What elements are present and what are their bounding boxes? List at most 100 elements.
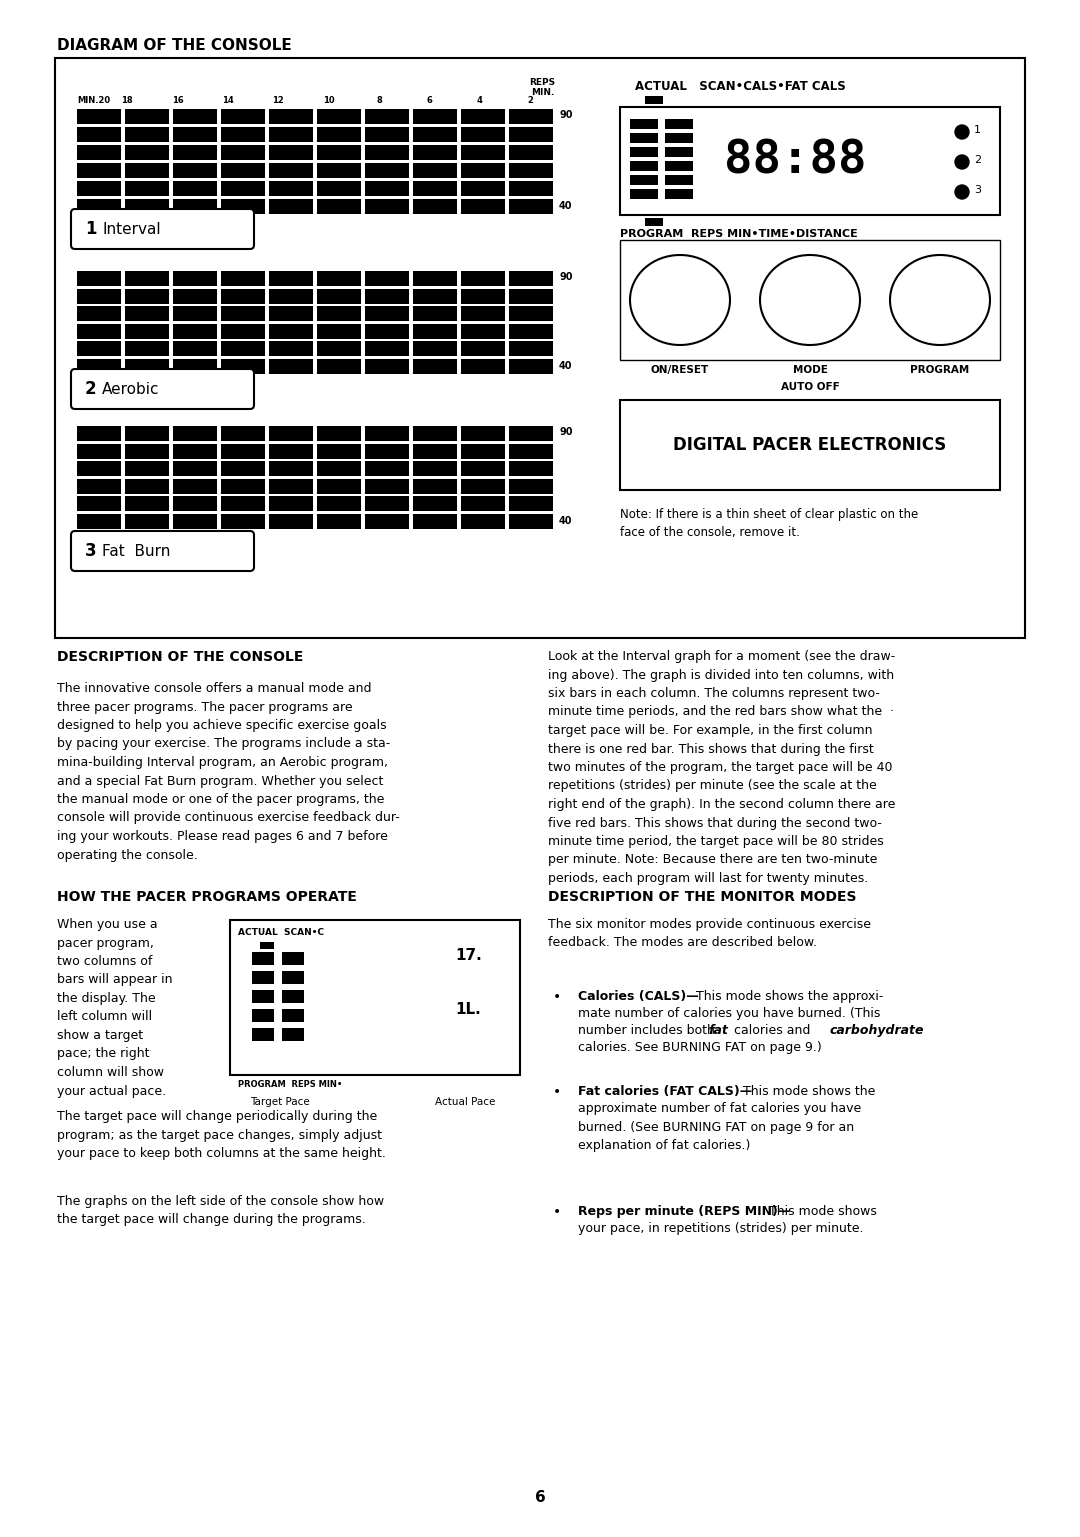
Bar — [269, 461, 312, 476]
Bar — [461, 144, 504, 160]
Bar — [269, 426, 312, 441]
Bar — [414, 426, 457, 441]
Bar — [365, 128, 408, 143]
Bar — [365, 163, 408, 178]
Bar — [252, 990, 274, 1004]
Bar — [461, 272, 504, 286]
Bar — [125, 324, 168, 338]
Text: 1L.: 1L. — [455, 1002, 481, 1017]
Bar — [414, 198, 457, 214]
Bar — [414, 181, 457, 195]
Bar — [510, 444, 553, 458]
Bar — [174, 358, 217, 373]
Bar — [252, 1028, 274, 1041]
Text: Look at the Interval graph for a moment (see the draw-
ing above). The graph is : Look at the Interval graph for a moment … — [548, 650, 895, 885]
Bar — [78, 306, 121, 321]
Bar — [221, 341, 265, 357]
Text: •: • — [553, 990, 562, 1004]
Bar — [414, 358, 457, 373]
Bar — [78, 128, 121, 143]
Bar — [78, 426, 121, 441]
Bar — [510, 144, 553, 160]
Text: 10: 10 — [323, 95, 335, 105]
Bar — [282, 971, 303, 984]
Bar — [510, 128, 553, 143]
Text: 40: 40 — [559, 201, 572, 211]
Bar — [620, 108, 1000, 215]
Text: REPS: REPS — [529, 78, 555, 88]
Bar — [174, 198, 217, 214]
Bar — [645, 218, 663, 226]
Text: 1: 1 — [974, 124, 981, 135]
Bar — [125, 480, 168, 493]
Circle shape — [955, 184, 969, 198]
Bar — [269, 144, 312, 160]
Bar — [365, 461, 408, 476]
Bar — [125, 144, 168, 160]
Bar — [282, 1008, 303, 1022]
Bar — [174, 272, 217, 286]
Circle shape — [955, 155, 969, 169]
Bar — [318, 109, 361, 124]
Bar — [78, 109, 121, 124]
Bar — [174, 144, 217, 160]
Bar — [414, 163, 457, 178]
Text: approximate number of fat calories you have
burned. (See BURNING FAT on page 9 f: approximate number of fat calories you h… — [578, 1102, 861, 1153]
Bar — [221, 198, 265, 214]
Bar — [78, 272, 121, 286]
Bar — [620, 240, 1000, 360]
Text: 40: 40 — [559, 516, 572, 526]
Bar — [318, 306, 361, 321]
Bar — [221, 306, 265, 321]
Bar — [221, 324, 265, 338]
Bar — [78, 444, 121, 458]
Bar — [318, 144, 361, 160]
Bar — [318, 272, 361, 286]
Bar — [221, 128, 265, 143]
Text: 3: 3 — [85, 543, 96, 559]
Bar — [510, 358, 553, 373]
Bar — [461, 324, 504, 338]
Bar — [221, 358, 265, 373]
Bar — [630, 148, 658, 157]
Bar — [269, 109, 312, 124]
Bar — [78, 324, 121, 338]
Text: Aerobic: Aerobic — [102, 381, 160, 397]
Bar — [414, 461, 457, 476]
Bar — [125, 426, 168, 441]
Bar — [461, 163, 504, 178]
Bar — [221, 426, 265, 441]
Bar — [269, 324, 312, 338]
Bar — [78, 496, 121, 512]
Bar — [221, 272, 265, 286]
Bar — [414, 128, 457, 143]
Text: your pace, in repetitions (strides) per minute.: your pace, in repetitions (strides) per … — [578, 1222, 864, 1236]
Bar — [174, 324, 217, 338]
Text: calories. See BURNING FAT on page 9.): calories. See BURNING FAT on page 9.) — [578, 1041, 822, 1054]
Bar — [269, 358, 312, 373]
Bar — [318, 128, 361, 143]
Bar — [365, 109, 408, 124]
FancyBboxPatch shape — [71, 209, 254, 249]
Bar — [252, 951, 274, 965]
Text: 16: 16 — [172, 95, 184, 105]
Bar — [414, 444, 457, 458]
Bar — [630, 189, 658, 198]
Bar — [221, 181, 265, 195]
Bar — [461, 306, 504, 321]
Text: DESCRIPTION OF THE MONITOR MODES: DESCRIPTION OF THE MONITOR MODES — [548, 890, 856, 904]
Bar — [78, 461, 121, 476]
Text: 17.: 17. — [455, 948, 482, 964]
Text: MIN.: MIN. — [531, 88, 555, 97]
Bar — [174, 306, 217, 321]
Text: This mode shows the approxi-: This mode shows the approxi- — [696, 990, 883, 1004]
Text: Reps per minute (REPS MIN)—: Reps per minute (REPS MIN)— — [578, 1205, 791, 1217]
Text: DESCRIPTION OF THE CONSOLE: DESCRIPTION OF THE CONSOLE — [57, 650, 303, 664]
Bar — [318, 181, 361, 195]
Bar — [174, 341, 217, 357]
Bar — [414, 109, 457, 124]
Bar — [365, 513, 408, 529]
Text: 12: 12 — [272, 95, 284, 105]
Text: This mode shows the: This mode shows the — [743, 1085, 876, 1097]
Bar — [365, 480, 408, 493]
